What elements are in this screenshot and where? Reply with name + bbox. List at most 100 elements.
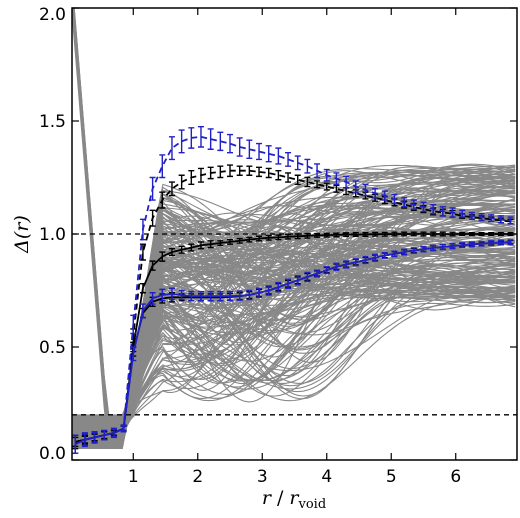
error-bar	[217, 290, 224, 302]
error-bar	[159, 288, 166, 302]
error-bar	[159, 251, 166, 262]
error-bar	[217, 131, 224, 152]
error-bar	[91, 432, 98, 443]
error-bar	[410, 199, 417, 210]
error-bar	[333, 232, 340, 238]
axis-ticks	[72, 7, 517, 461]
error-bar	[449, 231, 456, 237]
error-bar	[275, 170, 282, 181]
error-bar	[285, 151, 292, 167]
error-bar	[381, 190, 388, 201]
error-bar	[459, 231, 466, 237]
y-tick-label: 2.0	[39, 5, 66, 25]
error-bar	[459, 242, 466, 249]
series-line	[74, 241, 511, 446]
series-line	[74, 135, 511, 446]
error-bar	[294, 174, 301, 185]
error-bar	[101, 429, 108, 441]
error-bar	[391, 193, 398, 205]
error-bar	[236, 165, 243, 176]
error-bar	[139, 243, 146, 261]
y-tick-label: 1.0	[39, 225, 66, 245]
background-curve	[72, 295, 516, 429]
error-bar	[207, 166, 214, 180]
error-bar	[294, 233, 301, 240]
error-bar	[478, 212, 485, 222]
error-bar	[372, 188, 379, 199]
error-bar	[314, 163, 321, 179]
x-tick-label: 6	[450, 467, 461, 487]
error-bar	[236, 237, 243, 244]
error-bar	[401, 231, 408, 237]
error-bar	[149, 209, 156, 227]
error-bar	[246, 165, 253, 176]
error-bar	[256, 142, 263, 161]
error-bar	[497, 231, 504, 237]
error-bar	[323, 266, 330, 275]
error-bar	[217, 165, 224, 179]
error-bar	[352, 180, 359, 193]
error-bar	[227, 133, 234, 154]
error-bar	[256, 287, 263, 298]
error-bar	[362, 231, 369, 237]
error-bar	[168, 181, 175, 197]
mean-curves	[72, 125, 514, 454]
error-bar	[139, 303, 146, 319]
error-bar	[130, 346, 137, 362]
error-bar	[207, 240, 214, 249]
error-bar	[507, 216, 514, 225]
error-bar	[468, 211, 475, 221]
error-bar	[149, 176, 156, 201]
series-line	[75, 233, 511, 443]
error-bar	[314, 269, 321, 278]
error-bar	[497, 239, 504, 246]
error-bar	[401, 197, 408, 208]
error-bar	[149, 292, 156, 305]
error-bar	[449, 207, 456, 218]
background-curve	[72, 182, 516, 424]
error-bar	[197, 241, 204, 250]
error-bar	[130, 314, 137, 335]
mean-series	[72, 239, 514, 454]
error-bar	[159, 191, 166, 209]
background-curve	[72, 9, 516, 438]
series-line	[75, 169, 511, 443]
error-bar	[410, 247, 417, 254]
error-bar	[352, 258, 359, 267]
error-bar	[227, 238, 234, 245]
error-bar	[207, 290, 214, 302]
error-bar	[343, 232, 350, 238]
background-curve	[72, 285, 516, 420]
error-bar	[236, 137, 243, 157]
error-bar	[304, 176, 311, 188]
y-tick-label: 0.0	[39, 444, 66, 464]
error-bar	[314, 232, 321, 238]
error-bar	[439, 231, 446, 237]
x-tick-label: 4	[321, 467, 332, 487]
background-curve	[72, 173, 516, 427]
error-bar	[372, 253, 379, 262]
error-bar	[168, 287, 175, 301]
error-bar	[507, 239, 514, 246]
error-bar	[197, 125, 204, 148]
error-bar	[323, 182, 330, 191]
error-bar	[372, 231, 379, 237]
error-bar	[343, 175, 350, 189]
error-bar	[188, 127, 195, 149]
error-bar	[439, 206, 446, 217]
error-bar	[410, 231, 417, 237]
error-bar	[430, 203, 437, 215]
background-curve	[72, 164, 516, 441]
background-curve	[72, 260, 516, 425]
error-bar	[188, 170, 195, 185]
error-bar	[246, 139, 253, 159]
error-bar	[168, 136, 175, 161]
axis-tick-labels: 1 2 3 4 5 6 0.0 0.5 1.0 1.5 2.0	[39, 5, 461, 487]
error-bar	[381, 252, 388, 259]
error-bar	[256, 166, 263, 178]
error-bar	[265, 167, 272, 179]
error-bar	[333, 172, 340, 185]
error-bar	[227, 164, 234, 178]
mean-series	[72, 125, 514, 454]
